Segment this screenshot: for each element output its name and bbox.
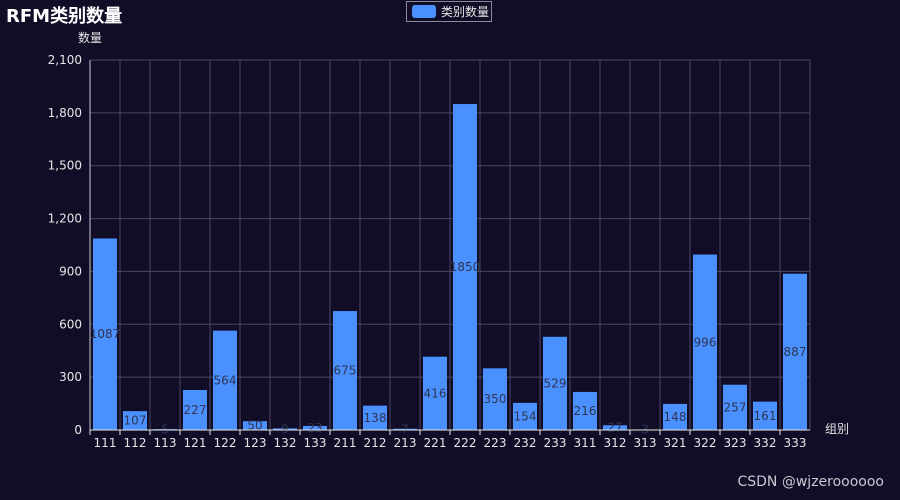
bar <box>783 273 807 430</box>
x-tick-label: 323 <box>724 436 747 450</box>
x-tick-label: 132 <box>274 436 297 450</box>
data-label: 154 <box>514 409 537 423</box>
y-tick-label: 2,100 <box>48 53 82 67</box>
data-label: 257 <box>724 400 747 414</box>
x-tick-label: 112 <box>124 436 147 450</box>
grid <box>89 59 811 431</box>
bar <box>663 403 687 430</box>
watermark: CSDN @wjzeroooooo <box>737 474 884 490</box>
axes: 0 300 600 900 1,200 1,500 1,800 2,100 111 112 113 1… <box>48 53 810 450</box>
y-tick-label: 1,200 <box>48 212 82 226</box>
data-label: 216 <box>574 404 597 418</box>
x-tick-label: 311 <box>574 436 597 450</box>
x-tick-label: 332 <box>754 436 777 450</box>
bar <box>303 425 327 430</box>
x-tick-label: 312 <box>604 436 627 450</box>
x-tick-label: 113 <box>154 436 177 450</box>
x-tick-label: 322 <box>694 436 717 450</box>
y-tick-label: 1,500 <box>48 159 82 173</box>
x-tick-label: 321 <box>664 436 687 450</box>
x-tick-label: 222 <box>454 436 477 450</box>
legend-label: 类别数量 <box>441 5 490 19</box>
bar <box>243 421 267 430</box>
bar <box>213 330 237 430</box>
data-label: 161 <box>754 409 777 423</box>
bar <box>363 405 387 430</box>
data-label: 9 <box>281 422 289 436</box>
bar <box>543 336 567 430</box>
y-tick-label: 300 <box>59 370 82 384</box>
x-axis-label: 组别 <box>825 422 849 436</box>
x-tick-label: 111 <box>94 436 117 450</box>
x-tick-label: 313 <box>634 436 657 450</box>
chart-title: RFM类别数量 <box>6 6 123 27</box>
y-tick-label: 600 <box>59 317 82 331</box>
bar <box>423 356 447 430</box>
bar <box>183 390 207 430</box>
x-tick-label: 333 <box>784 436 807 450</box>
x-tick-label: 233 <box>544 436 567 450</box>
bar <box>693 254 717 430</box>
data-label: 1850 <box>450 260 481 274</box>
x-tick-label: 223 <box>484 436 507 450</box>
data-label: 887 <box>784 345 807 359</box>
data-label: 23 <box>307 421 322 435</box>
data-label: 27 <box>607 421 622 435</box>
bar <box>393 428 417 430</box>
bar <box>93 238 117 430</box>
data-label: 50 <box>247 419 262 433</box>
data-label: 529 <box>544 376 567 390</box>
y-tick-label: 0 <box>74 423 82 437</box>
data-label: 148 <box>664 410 687 424</box>
bar <box>333 311 357 430</box>
data-label: 7 <box>401 422 409 436</box>
x-tick-label: 133 <box>304 436 327 450</box>
data-label: 1087 <box>90 327 121 341</box>
bar <box>483 368 507 430</box>
y-axis-label: 数量 <box>78 30 102 45</box>
bar <box>603 425 627 430</box>
y-tick-label: 1,800 <box>48 106 82 120</box>
data-label: 227 <box>184 403 207 417</box>
x-tick-label: 123 <box>244 436 267 450</box>
data-label: 416 <box>424 386 447 400</box>
bar <box>513 402 537 430</box>
x-tick-label: 232 <box>514 436 537 450</box>
legend-swatch-icon <box>412 5 436 18</box>
x-tick-label: 213 <box>394 436 417 450</box>
legend[interactable]: 类别数量 <box>406 1 492 22</box>
bar <box>573 391 597 430</box>
data-label: 350 <box>484 392 507 406</box>
bar <box>273 428 297 430</box>
x-tick-label: 221 <box>424 436 447 450</box>
data-label: 138 <box>364 411 387 425</box>
bar <box>753 401 777 430</box>
x-tick-label: 122 <box>214 436 237 450</box>
bar <box>453 104 477 431</box>
x-tick-label: 121 <box>184 436 207 450</box>
bar <box>123 411 147 430</box>
data-label: 675 <box>334 364 357 378</box>
data-label: 107 <box>124 414 147 428</box>
x-tick-label: 212 <box>364 436 387 450</box>
x-tick-label: 211 <box>334 436 357 450</box>
bar <box>723 384 747 430</box>
data-label: 996 <box>694 335 717 349</box>
data-label: 564 <box>214 373 237 387</box>
y-tick-label: 900 <box>59 264 82 278</box>
